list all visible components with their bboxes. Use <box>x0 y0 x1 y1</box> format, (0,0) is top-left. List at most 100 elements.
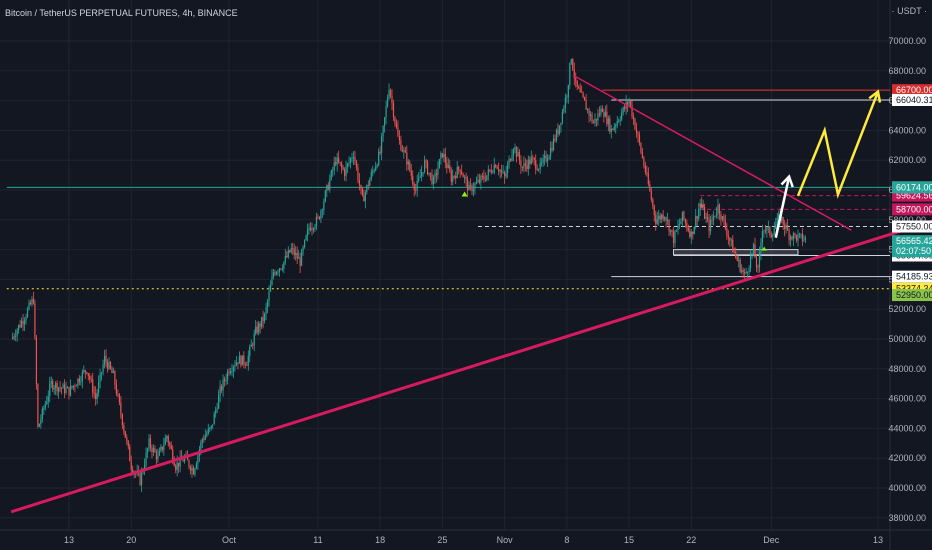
candle-body <box>591 114 593 122</box>
candle-body <box>386 98 389 107</box>
candle-body <box>244 363 246 366</box>
candle-body <box>287 250 289 258</box>
candle-body <box>446 162 448 168</box>
candle-body <box>541 162 543 164</box>
candle-body <box>469 184 472 186</box>
candle-body <box>363 195 365 202</box>
candle-body <box>203 439 205 440</box>
candle-body <box>450 171 452 182</box>
candle-body <box>687 228 689 231</box>
candle-body <box>584 97 586 101</box>
candle-body <box>114 371 116 385</box>
candle-body <box>464 176 466 178</box>
candle-body <box>392 102 395 117</box>
candle-body <box>800 233 802 235</box>
candle-body <box>370 172 372 180</box>
candle-body <box>440 153 442 160</box>
candle-body <box>240 356 242 366</box>
candle-body <box>578 86 580 89</box>
price-tag-label: 52950.00 <box>896 290 932 300</box>
candle-body <box>169 442 171 446</box>
currency-label[interactable]: · USDT · <box>892 6 927 16</box>
candle-body <box>409 161 411 171</box>
candle-body <box>539 162 541 170</box>
candle-body <box>238 356 240 364</box>
candle-body <box>563 108 565 112</box>
candle-body <box>730 239 732 241</box>
projection-yellow-move <box>796 91 880 199</box>
candle-body <box>395 123 398 128</box>
x-tick-label: Dec <box>763 535 780 545</box>
candle-body <box>462 174 464 178</box>
candle-body <box>78 378 80 383</box>
candle-body <box>81 371 83 382</box>
candle-body <box>50 381 52 384</box>
candle-body <box>163 444 165 450</box>
candle-body <box>34 303 36 338</box>
x-tick-label: 18 <box>375 535 385 545</box>
candle-body <box>669 229 672 232</box>
candle-body <box>569 63 571 86</box>
candle-body <box>376 165 378 167</box>
candle-body <box>461 171 463 175</box>
candle-body <box>343 169 346 176</box>
candle-body <box>496 167 498 169</box>
candle-body <box>600 108 602 115</box>
candle-body <box>658 215 660 220</box>
time-axis[interactable]: 1320Oct111825Nov81522Dec13202022 <box>64 535 932 545</box>
candle-body <box>183 456 186 462</box>
candle-body <box>424 160 426 173</box>
candle-body <box>732 239 734 253</box>
candle-body <box>421 172 423 177</box>
candle-body <box>727 235 729 238</box>
candle-body <box>407 161 409 165</box>
candle-body <box>735 252 737 258</box>
y-tick-label: 52000.00 <box>888 304 926 314</box>
candle-body <box>309 227 312 231</box>
candle-body <box>413 183 415 191</box>
candle-body <box>126 437 128 441</box>
candle-body <box>283 261 285 269</box>
candle-body <box>357 167 359 181</box>
candle-body <box>643 157 645 166</box>
candle-body <box>25 316 27 321</box>
candle-body <box>358 180 361 185</box>
price-tag <box>892 203 932 216</box>
candle-body <box>769 226 771 235</box>
candle-body <box>449 165 451 172</box>
candle-body <box>523 163 525 168</box>
candle-body <box>649 184 651 191</box>
candle-body <box>111 368 113 373</box>
candle-body <box>219 386 221 396</box>
candle-body <box>715 213 718 216</box>
candle-body <box>718 204 721 215</box>
candle-body <box>367 185 369 186</box>
candle-body <box>186 455 189 461</box>
candle-body <box>360 184 362 188</box>
candle-body <box>672 231 675 244</box>
candle-body <box>225 379 227 381</box>
candle-body <box>280 268 282 270</box>
candle-body <box>698 208 700 219</box>
candle-body <box>106 361 109 370</box>
candle-body <box>558 125 561 135</box>
candle-body <box>592 121 595 124</box>
candle-body <box>712 216 715 220</box>
candle-body <box>403 150 405 152</box>
candle-body <box>348 162 350 164</box>
candle-body <box>634 118 636 130</box>
candle-body <box>188 460 190 467</box>
candle-body <box>218 395 220 409</box>
candle-body <box>764 230 766 232</box>
candle-body <box>272 272 275 277</box>
candle-body <box>23 320 26 324</box>
candle-body <box>582 92 584 98</box>
candle-body <box>209 427 211 429</box>
candle-body <box>711 219 713 221</box>
candle-body <box>155 452 158 460</box>
price-tag <box>892 84 932 97</box>
candle-body <box>452 175 454 182</box>
candle-body <box>157 455 159 460</box>
candle-body <box>696 216 698 219</box>
